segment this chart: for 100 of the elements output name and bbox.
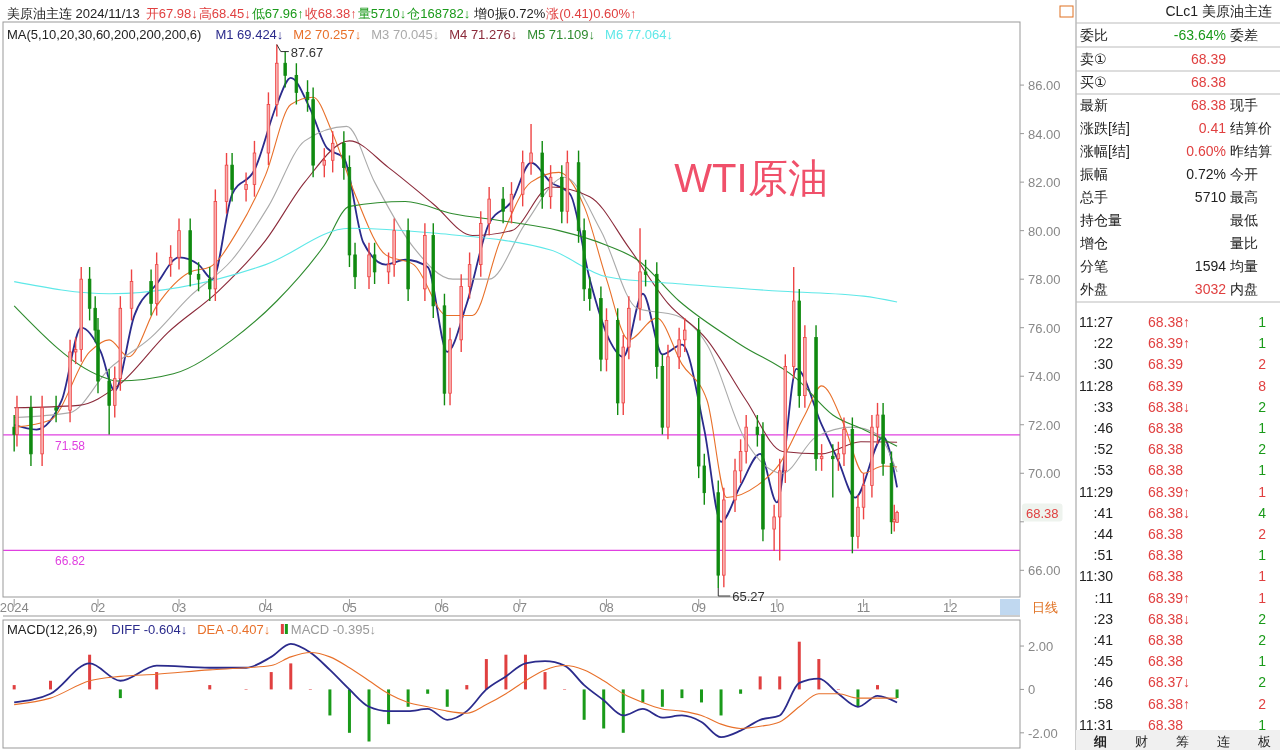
bar	[680, 689, 684, 699]
candlestick	[831, 443, 835, 499]
text: 细	[1092, 734, 1107, 749]
text: 量比	[1230, 235, 1258, 251]
text: 68.38	[1148, 568, 1184, 585]
bar	[739, 689, 743, 694]
text: 财	[1134, 734, 1148, 749]
text: 68.39	[1148, 377, 1184, 394]
candlestick	[819, 443, 824, 472]
text: 结算价	[1230, 120, 1272, 136]
text: 今开	[1230, 166, 1258, 182]
bar	[426, 689, 430, 694]
text: 1	[1258, 314, 1266, 330]
y-tick-label: 84.00	[1028, 126, 1061, 142]
bar	[208, 685, 212, 690]
text: 2	[1258, 356, 1266, 373]
text: 11:31	[1079, 716, 1113, 733]
text: :51	[1093, 547, 1113, 564]
y-tick-label: 2.00	[1028, 639, 1054, 655]
y-tick-label: 70.00	[1028, 466, 1061, 482]
text: 最高	[1230, 189, 1258, 205]
x-tick-label: 06	[434, 600, 449, 615]
text: 68.38	[1148, 716, 1184, 733]
text: 1	[1258, 568, 1266, 585]
bar	[484, 659, 488, 690]
text: 涨(0.41)0.60%↑	[546, 6, 637, 21]
x-tick-label: 12	[942, 600, 958, 615]
bar	[118, 689, 122, 699]
candlestick	[283, 50, 287, 89]
bar	[445, 689, 449, 707]
y-tick-label: 74.00	[1028, 369, 1061, 385]
text: :53	[1093, 462, 1113, 479]
text: M4 71.276↓	[449, 27, 518, 42]
text: 2	[1258, 610, 1266, 627]
text: M6 77.064↓	[605, 27, 674, 42]
text: 68.38↓	[1148, 504, 1191, 521]
text: 涨幅[结]	[1080, 143, 1130, 159]
y-tick-label: 82.00	[1028, 175, 1061, 191]
text: DEA -0.407↓	[197, 622, 271, 637]
chart-title: 美原油主连 2024/11/13	[7, 6, 140, 21]
annotation: MACD(12,26,9)	[7, 622, 98, 637]
text: 1	[1258, 547, 1266, 564]
text: CLc1 美原油主连	[1165, 3, 1272, 19]
bar	[406, 689, 410, 707]
text: 涨跌[结]	[1080, 120, 1130, 136]
text: :46	[1093, 420, 1113, 436]
candlestick	[677, 327, 681, 370]
text: :33	[1093, 398, 1113, 415]
x-tick-label: 03	[171, 600, 187, 615]
bar	[269, 672, 273, 690]
text: -63.64%	[1173, 27, 1226, 43]
text: 均量	[1230, 258, 1258, 274]
annotation: 65.27	[732, 589, 765, 605]
text: 2	[1258, 674, 1266, 691]
text: 1	[1258, 462, 1266, 479]
text: 68.38↓	[1148, 610, 1191, 627]
text: 1	[1258, 653, 1266, 670]
y-tick-label: 78.00	[1028, 272, 1061, 288]
text: 68.37↓	[1148, 674, 1191, 691]
candlestick	[244, 171, 248, 203]
bar	[465, 685, 469, 690]
text: 68.39	[1148, 356, 1184, 373]
text: :30	[1093, 356, 1113, 373]
candlestick	[330, 130, 335, 174]
candlestick	[149, 268, 153, 317]
legend-label: MACD -0.395↓	[290, 622, 377, 637]
text: 68.38	[1190, 74, 1226, 90]
candlestick	[372, 242, 377, 285]
candlestick	[875, 402, 880, 445]
annotation: MA(5,10,20,30,60,200,200,200,6)	[7, 27, 202, 42]
text: :11	[1094, 589, 1113, 606]
y-tick-label: 72.00	[1028, 417, 1061, 433]
text: 68.38	[1148, 420, 1184, 436]
x-tick-label: 05	[342, 600, 357, 615]
text: 4	[1258, 504, 1266, 521]
text: 68.38	[1148, 526, 1184, 542]
candlestick	[755, 414, 760, 448]
text: 现手	[1230, 97, 1258, 113]
text: 买①	[1080, 74, 1107, 90]
text: 5710	[1194, 189, 1226, 205]
text: 2	[1258, 526, 1266, 542]
text: M1 69.424↓	[215, 27, 284, 42]
y-tick-label: 66.00	[1028, 563, 1061, 579]
text: :23	[1093, 610, 1113, 627]
text: 收68.38↑	[304, 6, 357, 21]
text: M3 70.045↓	[371, 27, 440, 42]
text: 量5710↓	[357, 6, 407, 21]
bar	[582, 689, 586, 720]
bar	[88, 654, 92, 690]
candlestick	[588, 276, 592, 312]
text: 外盘	[1080, 281, 1108, 297]
text: M5 71.109↓	[527, 27, 596, 42]
bar	[328, 689, 332, 716]
candlestick	[294, 62, 299, 106]
y-tick-label: 86.00	[1028, 78, 1061, 94]
text: 11:29	[1079, 483, 1113, 500]
text: :22	[1093, 335, 1113, 352]
text: 板	[1256, 734, 1271, 749]
text: 昨结算	[1230, 143, 1272, 159]
text: :46	[1093, 674, 1113, 691]
